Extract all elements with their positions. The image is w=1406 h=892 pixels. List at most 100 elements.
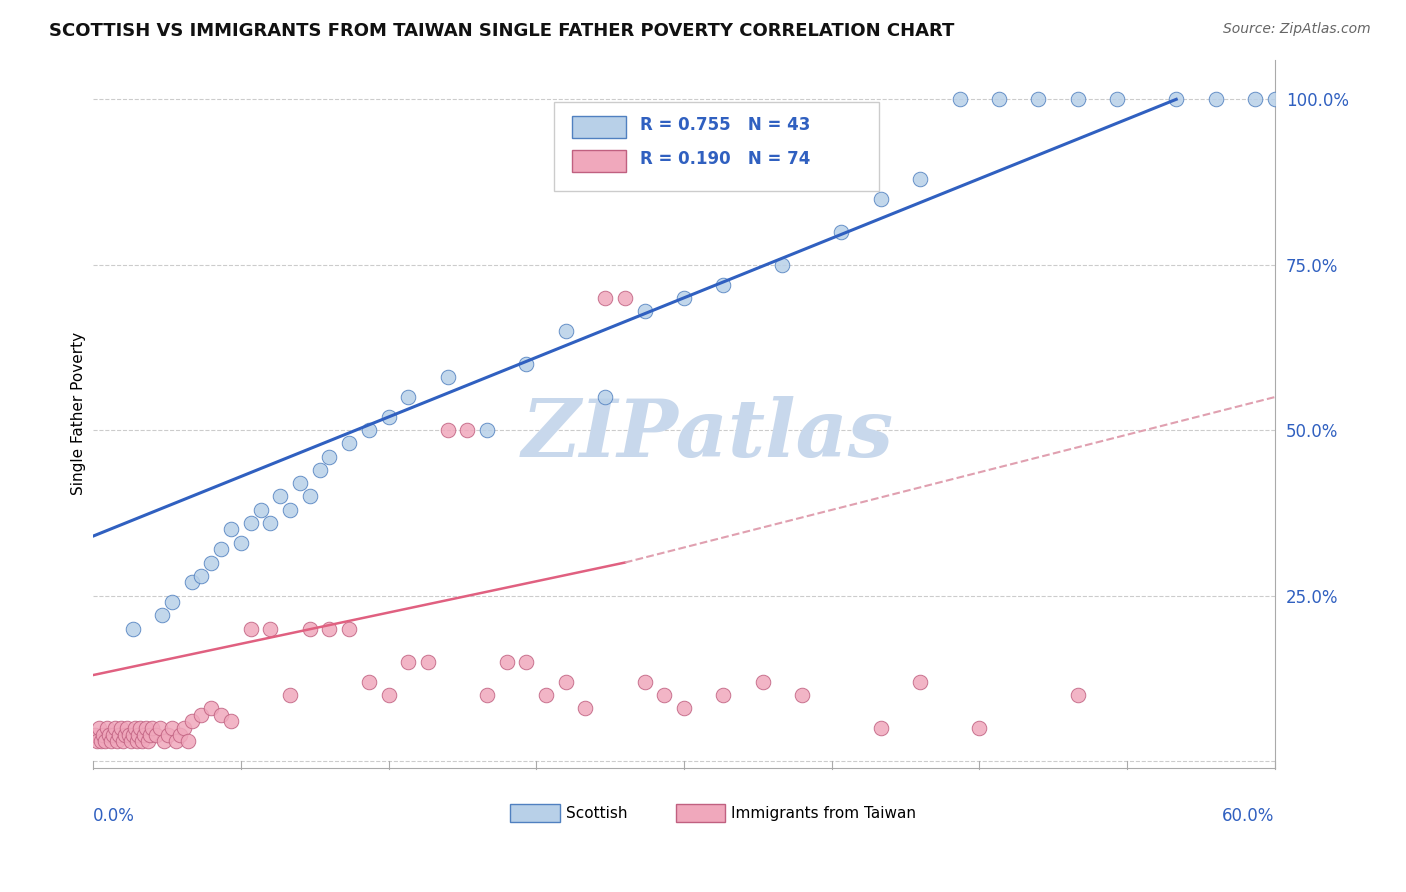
Point (229, 535, 252, 549)
Point (672, 701, 695, 715)
Point (131, 734, 153, 748)
Point (150, 608, 173, 623)
Point (770, 258, 793, 272)
Point (593, 390, 616, 404)
Point (1067, 688, 1090, 702)
Point (180, 714, 202, 729)
Point (495, 655, 517, 669)
Point (337, 436, 360, 450)
Point (613, 291, 636, 305)
Point (249, 502, 271, 516)
Point (278, 688, 301, 702)
Point (121, 622, 143, 636)
Point (153, 734, 176, 748)
Point (96, 721, 118, 735)
Point (949, 92, 972, 106)
Point (97, 728, 120, 742)
Point (200, 556, 222, 570)
Point (139, 728, 162, 742)
Text: Source: ZipAtlas.com: Source: ZipAtlas.com (1223, 22, 1371, 37)
Point (86, 734, 108, 748)
Point (219, 523, 242, 537)
Point (94, 734, 117, 748)
Text: 0.0%: 0.0% (93, 806, 135, 824)
Point (91, 728, 114, 742)
Point (104, 721, 127, 735)
Point (1166, 92, 1188, 106)
Point (259, 516, 281, 530)
Point (377, 688, 399, 702)
Point (145, 728, 167, 742)
Text: R = 0.190   N = 74: R = 0.190 N = 74 (640, 151, 811, 169)
Point (259, 622, 281, 636)
Point (101, 728, 124, 742)
Point (134, 728, 156, 742)
Point (751, 674, 773, 689)
Point (156, 728, 179, 742)
Point (298, 622, 321, 636)
Point (115, 721, 138, 735)
Point (515, 357, 537, 371)
Point (790, 688, 813, 702)
Point (269, 489, 291, 503)
Point (396, 655, 419, 669)
Point (190, 707, 212, 722)
Point (1107, 92, 1129, 106)
Point (165, 734, 187, 748)
Point (357, 423, 380, 437)
Point (711, 688, 734, 702)
Point (90, 734, 112, 748)
Point (574, 701, 596, 715)
Point (593, 291, 616, 305)
Point (1028, 92, 1050, 106)
Point (711, 277, 734, 292)
Point (127, 728, 149, 742)
Point (219, 714, 242, 729)
Point (124, 721, 146, 735)
Point (910, 674, 932, 689)
Point (515, 655, 537, 669)
Point (141, 721, 163, 735)
Point (120, 734, 142, 748)
Point (436, 423, 458, 437)
Point (298, 489, 321, 503)
Point (209, 707, 232, 722)
Text: SCOTTISH VS IMMIGRANTS FROM TAIWAN SINGLE FATHER POVERTY CORRELATION CHART: SCOTTISH VS IMMIGRANTS FROM TAIWAN SINGL… (49, 22, 955, 40)
Point (107, 728, 129, 742)
Point (288, 476, 311, 491)
Point (129, 721, 152, 735)
Y-axis label: Single Father Poverty: Single Father Poverty (72, 332, 86, 495)
Point (969, 721, 991, 735)
Point (475, 688, 498, 702)
Text: Scottish: Scottish (565, 805, 627, 821)
Point (278, 502, 301, 516)
Point (105, 734, 128, 748)
Point (456, 423, 478, 437)
Point (870, 192, 893, 206)
Point (1244, 92, 1267, 106)
Point (554, 324, 576, 338)
Point (910, 171, 932, 186)
Point (1067, 92, 1090, 106)
Point (633, 304, 655, 318)
Point (121, 728, 143, 742)
Point (149, 721, 172, 735)
Point (534, 688, 557, 702)
Text: ZIPatlas: ZIPatlas (522, 396, 894, 474)
Point (169, 728, 191, 742)
Point (633, 674, 655, 689)
Point (135, 721, 157, 735)
Point (117, 728, 139, 742)
Text: Immigrants from Taiwan: Immigrants from Taiwan (731, 805, 917, 821)
Point (177, 734, 200, 748)
Point (100, 734, 122, 748)
Point (160, 721, 183, 735)
Point (190, 569, 212, 583)
Point (111, 734, 134, 748)
Point (200, 701, 222, 715)
Point (318, 622, 340, 636)
Point (125, 734, 148, 748)
Text: R = 0.755   N = 43: R = 0.755 N = 43 (640, 117, 811, 135)
Point (554, 674, 576, 689)
Point (436, 370, 458, 384)
